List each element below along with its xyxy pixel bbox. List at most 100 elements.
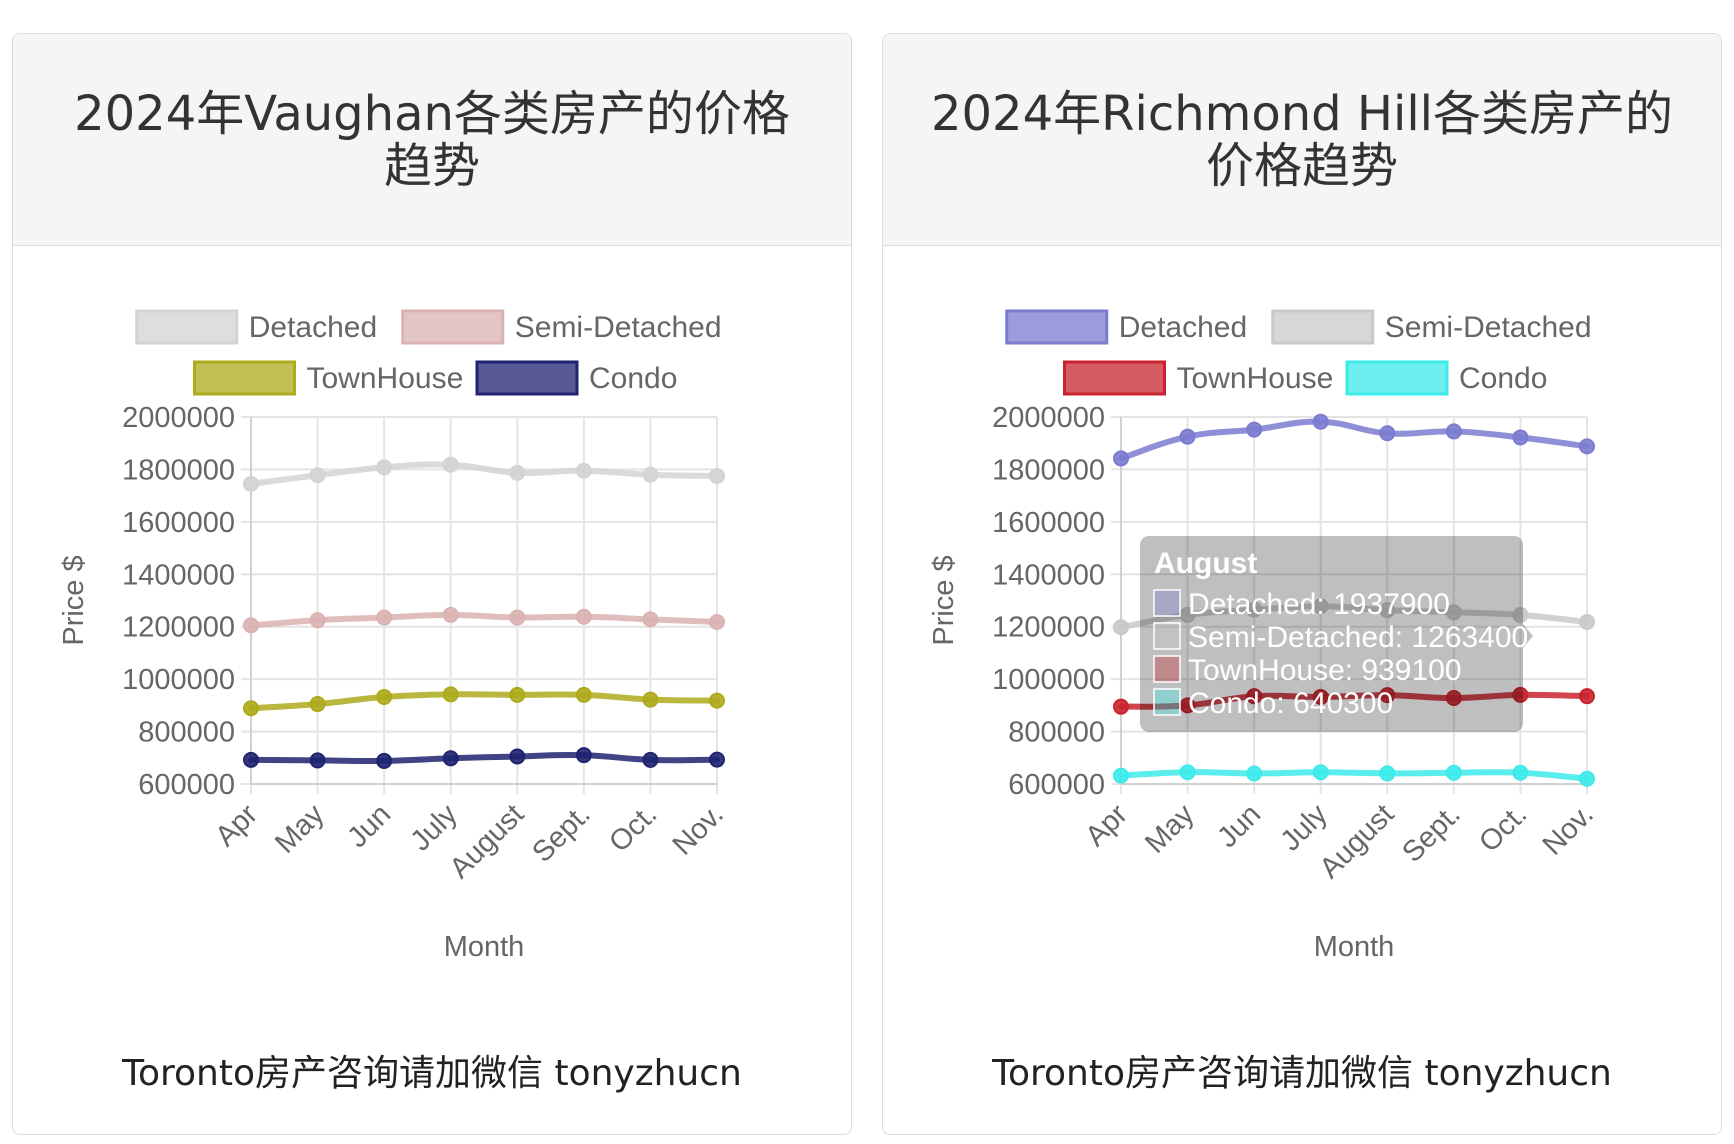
data-point[interactable]: [709, 467, 725, 484]
x-tick-label: Jun: [341, 798, 397, 854]
vaughan-price-chart[interactable]: Detached Semi-Detached TownHouse Condo 60000…: [13, 264, 852, 1004]
data-point[interactable]: [1312, 413, 1329, 430]
legend-item-detached[interactable]: Detached: [135, 309, 377, 345]
data-point[interactable]: [376, 459, 393, 476]
series-condo[interactable]: [1113, 764, 1595, 787]
data-point[interactable]: [575, 608, 592, 625]
data-point[interactable]: [1246, 421, 1263, 438]
data-point[interactable]: [1246, 765, 1263, 782]
data-point[interactable]: [509, 609, 526, 626]
legend-swatch: [193, 360, 296, 396]
data-point[interactable]: [642, 611, 659, 628]
data-point[interactable]: [442, 750, 459, 767]
chart-legend: Detached Semi-Detached TownHouse Condo: [135, 309, 722, 396]
legend-swatch: [475, 360, 579, 396]
data-point[interactable]: [1113, 450, 1129, 467]
data-point[interactable]: [309, 467, 326, 484]
data-point[interactable]: [1512, 686, 1529, 703]
x-tick-label: Oct.: [1473, 798, 1533, 858]
legend-label: Detached: [1119, 311, 1247, 344]
data-point[interactable]: [442, 686, 459, 703]
data-point[interactable]: [1512, 606, 1529, 623]
grid: [241, 416, 718, 794]
data-point[interactable]: [1579, 438, 1595, 455]
data-point[interactable]: [1445, 604, 1462, 621]
legend-item-condo[interactable]: Condo: [475, 360, 677, 396]
legend-item-condo[interactable]: Condo: [1345, 360, 1547, 396]
data-point[interactable]: [376, 609, 393, 626]
legend-item-townhouse[interactable]: TownHouse: [1063, 360, 1334, 396]
data-point[interactable]: [309, 696, 326, 713]
data-point[interactable]: [1379, 602, 1396, 619]
tooltip-swatch: [1153, 622, 1181, 650]
legend-item-detached[interactable]: Detached: [1005, 309, 1247, 345]
data-point[interactable]: [1113, 698, 1129, 715]
series-townhouse[interactable]: [1113, 686, 1595, 715]
data-point[interactable]: [575, 462, 592, 479]
data-point[interactable]: [709, 751, 725, 768]
legend-item-semi-detached[interactable]: Semi-Detached: [1271, 309, 1592, 345]
data-point[interactable]: [1113, 619, 1129, 636]
series-townhouse[interactable]: [243, 686, 725, 717]
data-point[interactable]: [1246, 601, 1263, 618]
data-point[interactable]: [1179, 428, 1196, 445]
data-point[interactable]: [575, 686, 592, 703]
legend-item-semi-detached[interactable]: Semi-Detached: [401, 309, 722, 345]
series-detached[interactable]: [1113, 413, 1595, 467]
data-point[interactable]: [509, 464, 526, 481]
y-tick-label: 1000000: [992, 664, 1105, 696]
x-tick-label: Jun: [1211, 798, 1267, 854]
data-point[interactable]: [376, 688, 393, 705]
y-tick-label: 1200000: [992, 612, 1105, 644]
data-point[interactable]: [1312, 688, 1329, 705]
x-tick-label: August: [444, 798, 530, 884]
data-point[interactable]: [1379, 425, 1396, 442]
y-tick-label: 1800000: [992, 454, 1105, 486]
series-detached[interactable]: [243, 456, 725, 492]
data-point[interactable]: [243, 617, 259, 634]
data-point[interactable]: [1179, 764, 1196, 781]
richmond-hill-chart-panel: 2024年Richmond Hill各类房产的价格趋势 Detached Semi…: [882, 33, 1722, 1135]
data-point[interactable]: [442, 456, 459, 473]
data-point[interactable]: [1312, 598, 1329, 615]
data-point[interactable]: [442, 606, 459, 623]
x-tick-label: May: [269, 798, 331, 860]
data-point[interactable]: [509, 686, 526, 703]
series-condo[interactable]: [243, 747, 725, 769]
data-point[interactable]: [1579, 688, 1595, 705]
data-point[interactable]: [1312, 764, 1329, 781]
data-point[interactable]: [1379, 765, 1396, 782]
data-point[interactable]: [709, 613, 725, 630]
x-tick-label: July: [1275, 798, 1334, 857]
data-point[interactable]: [709, 692, 725, 709]
data-point[interactable]: [1512, 429, 1529, 446]
data-point[interactable]: [1246, 688, 1263, 705]
tooltip-box: [1140, 536, 1523, 732]
data-point[interactable]: [1379, 687, 1396, 704]
richmond-hill-price-chart[interactable]: Detached Semi-Detached TownHouse Condo 60000…: [883, 264, 1722, 1004]
data-point[interactable]: [243, 475, 259, 492]
legend-label: Semi-Detached: [515, 311, 722, 344]
data-point[interactable]: [309, 752, 326, 769]
data-point[interactable]: [1579, 770, 1595, 787]
data-point[interactable]: [1445, 423, 1462, 440]
data-point[interactable]: [575, 747, 592, 764]
data-point[interactable]: [243, 700, 259, 717]
data-point[interactable]: [509, 748, 526, 765]
data-point[interactable]: [376, 752, 393, 769]
data-point[interactable]: [642, 466, 659, 483]
data-point[interactable]: [1579, 613, 1595, 630]
x-axis-title: Month: [1314, 931, 1395, 963]
legend-item-townhouse[interactable]: TownHouse: [193, 360, 464, 396]
series-semi-detached[interactable]: [243, 606, 725, 634]
data-point[interactable]: [1445, 690, 1462, 707]
data-point[interactable]: [309, 612, 326, 629]
data-point[interactable]: [1512, 764, 1529, 781]
data-point[interactable]: [243, 751, 259, 768]
data-point[interactable]: [642, 751, 659, 768]
x-tick-label: Sept.: [526, 798, 597, 869]
y-tick-label: 2000000: [122, 402, 235, 434]
data-point[interactable]: [642, 691, 659, 708]
data-point[interactable]: [1113, 767, 1129, 784]
data-point[interactable]: [1445, 764, 1462, 781]
